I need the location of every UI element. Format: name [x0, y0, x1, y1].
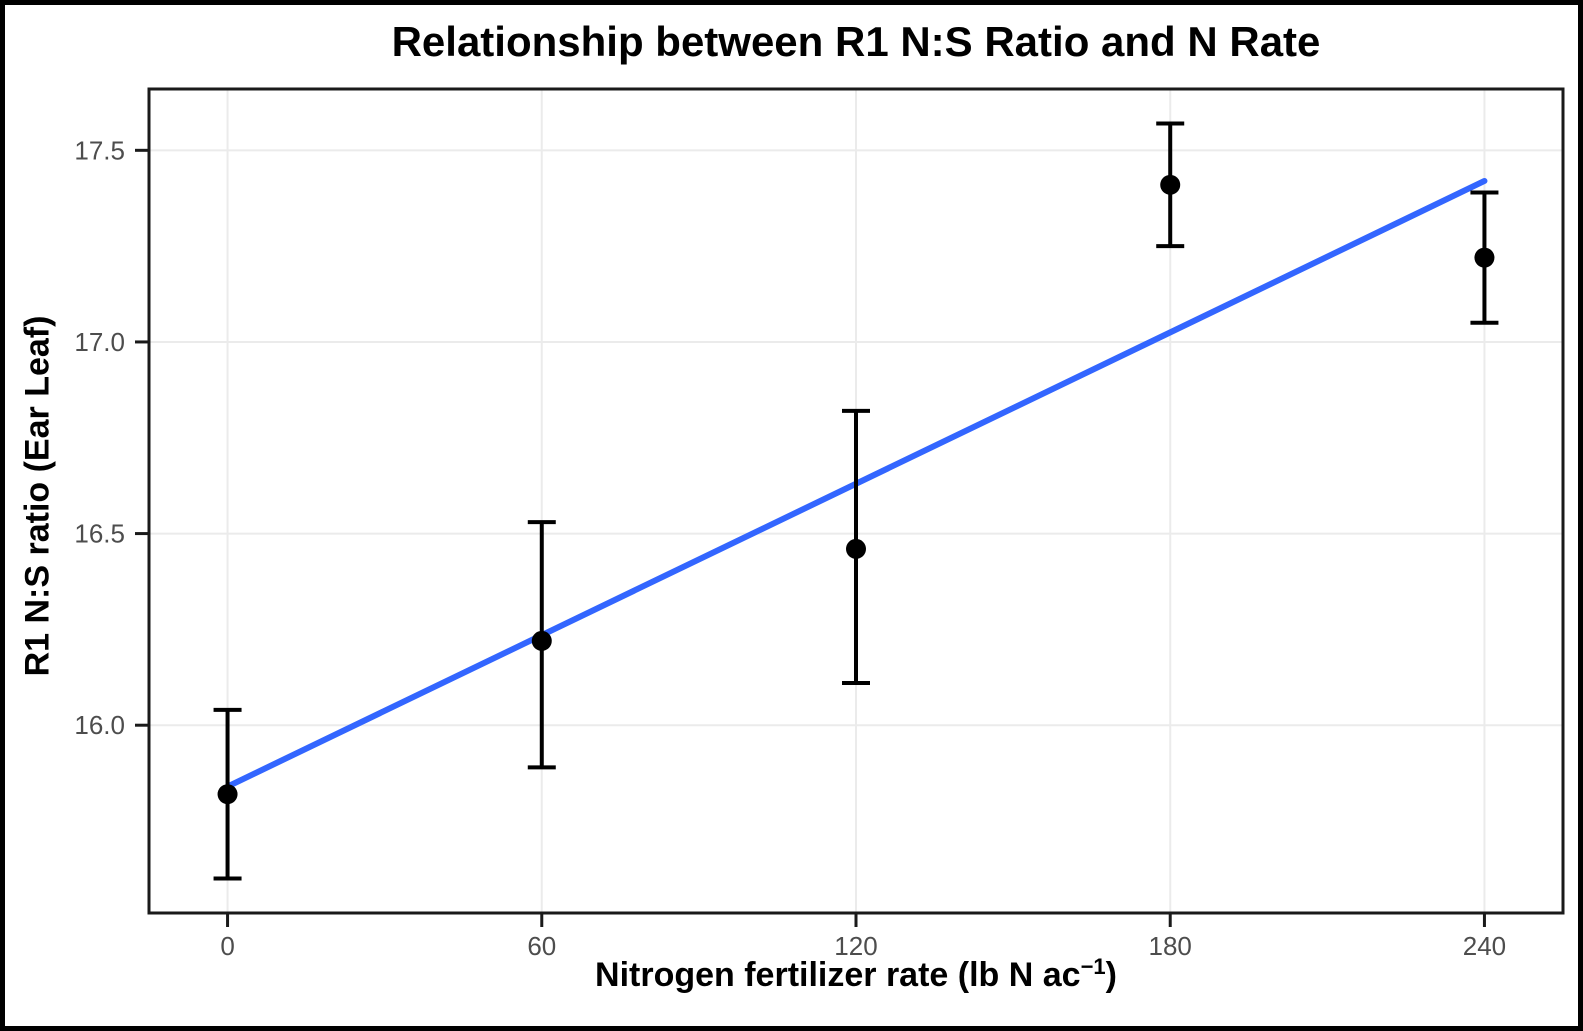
- y-tick-label-16.5: 16.5: [74, 519, 125, 549]
- x-axis-title-close-paren: ): [1105, 956, 1117, 994]
- plot-area: 16.0 16.5 17.0 17.5 0 60 120 180 240: [74, 87, 1565, 961]
- x-axis-title-superscript: −1: [1080, 954, 1106, 979]
- y-tick-label-17.5: 17.5: [74, 135, 125, 165]
- x-tick-label-120: 120: [834, 931, 877, 961]
- chart-title: Relationship between R1 N:S Ratio and N …: [391, 18, 1321, 65]
- x-tick-label-0: 0: [220, 931, 234, 961]
- data-point-x0: [217, 784, 238, 805]
- data-point-x120: [846, 538, 866, 559]
- data-point-x240: [1474, 247, 1495, 268]
- x-tick-label-60: 60: [527, 931, 556, 961]
- x-tick-label-180: 180: [1149, 931, 1192, 961]
- x-tick-label-240: 240: [1463, 931, 1506, 961]
- x-axis-title-text: Nitrogen fertilizer rate (lb N ac: [595, 956, 1081, 994]
- y-tick-label-17.0: 17.0: [74, 327, 125, 357]
- data-point-x60: [531, 630, 552, 651]
- x-axis-title: Nitrogen fertilizer rate (lb N ac−1): [149, 954, 1563, 995]
- data-point-x180: [1160, 174, 1181, 195]
- y-tick-label-16.0: 16.0: [74, 710, 125, 740]
